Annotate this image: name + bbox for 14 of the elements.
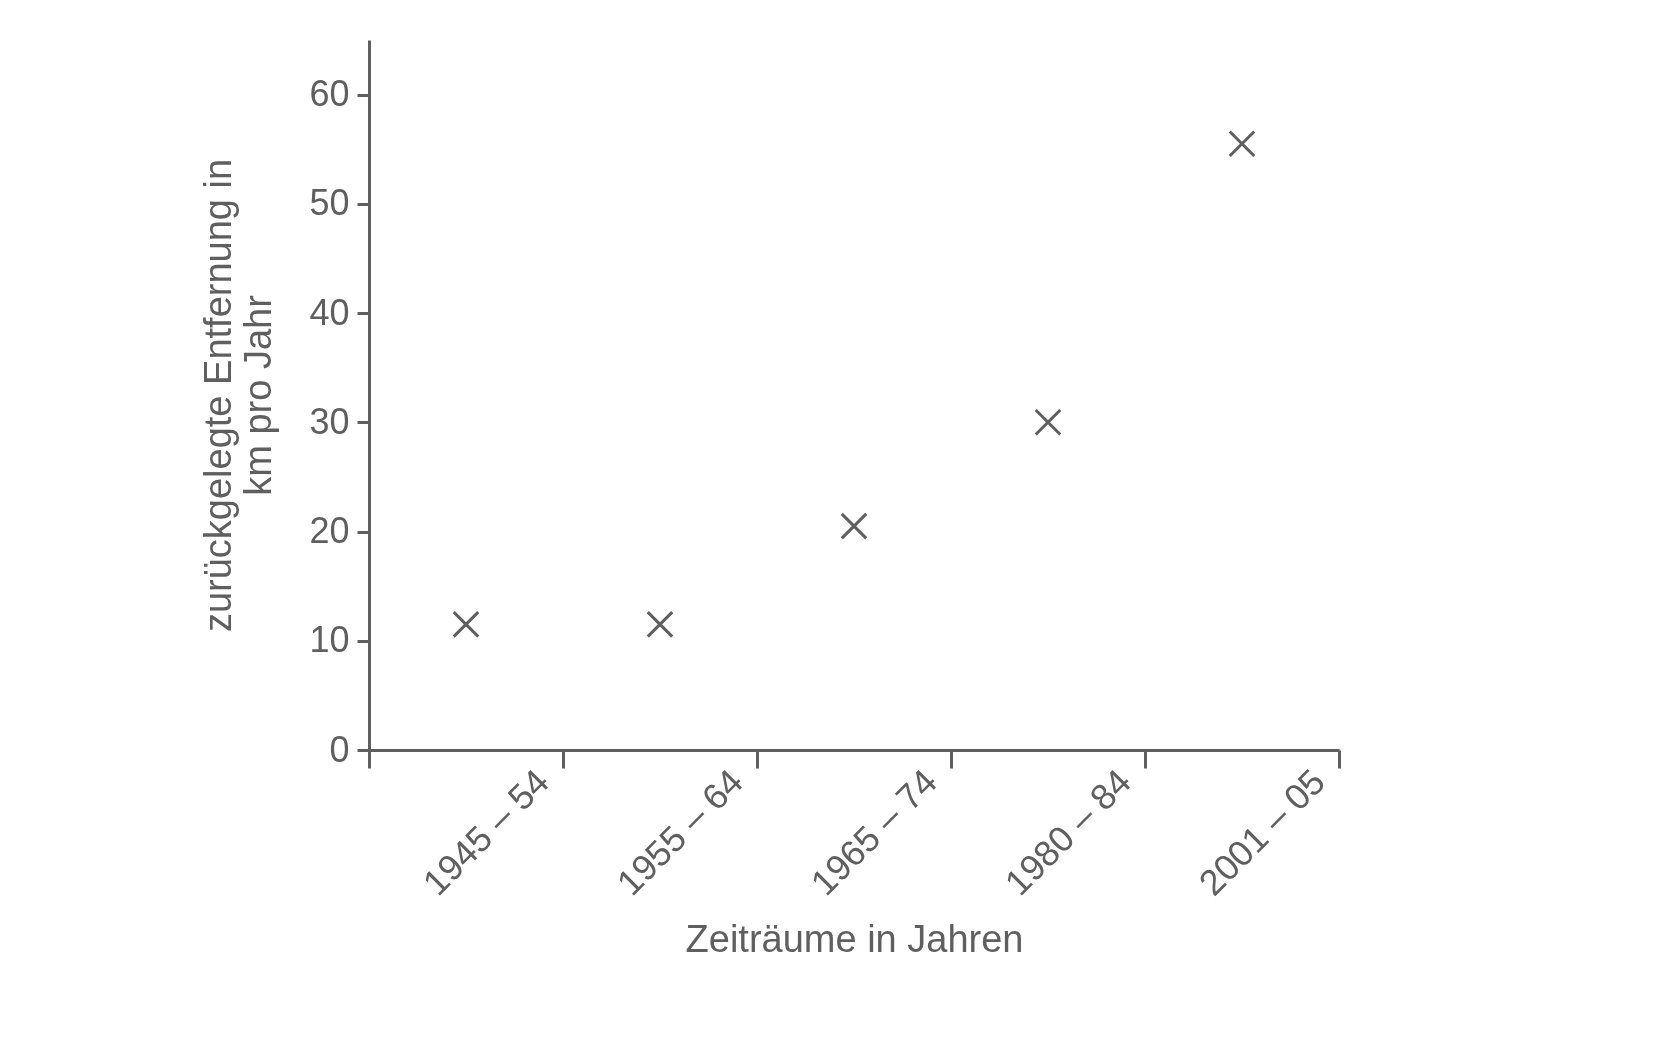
- point: [646, 610, 674, 639]
- point: [1228, 130, 1256, 158]
- x-axis-title: Zeiträume in Jahren: [685, 918, 1024, 961]
- point: [840, 512, 868, 540]
- y-tick-label: 60: [309, 73, 350, 115]
- point: [452, 610, 480, 639]
- y-tick-label: 0: [329, 728, 350, 770]
- y-tick-label: 40: [309, 291, 350, 333]
- y-tick-label: 20: [309, 510, 350, 552]
- point: [1034, 408, 1062, 437]
- y-tick-label: 10: [309, 619, 350, 661]
- y-tick-label: 50: [309, 182, 350, 224]
- y-tick-label: 30: [309, 400, 350, 442]
- y-axis-title: zurückgelegte Entfernung in km pro Jahr: [197, 158, 280, 633]
